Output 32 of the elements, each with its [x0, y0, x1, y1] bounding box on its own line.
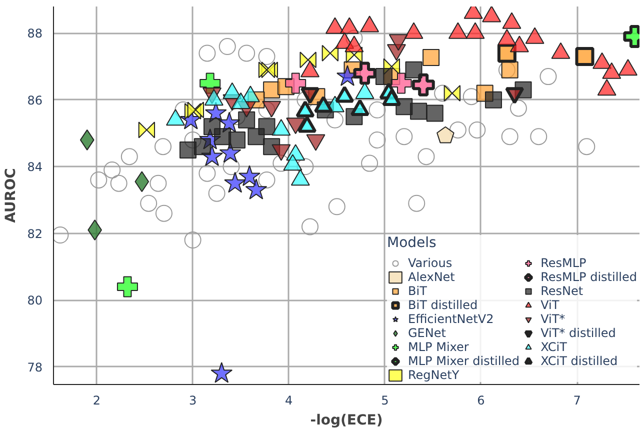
x-tick-label: 7: [573, 394, 581, 408]
x-tick-label: 4: [285, 394, 293, 408]
legend-label: ResMLP distilled: [540, 270, 637, 284]
legend-label: XCiT: [540, 340, 567, 354]
legend-label: MLP Mixer: [408, 340, 469, 354]
legend-label: ViT* distilled: [540, 326, 616, 340]
legend-label: ViT: [540, 298, 560, 312]
x-tick-label: 3: [188, 394, 197, 408]
legend-label: MLP Mixer distilled: [408, 354, 520, 368]
x-tick-label: 5: [381, 394, 389, 408]
y-tick-label: 80: [27, 294, 43, 308]
legend-label: BiT distilled: [408, 298, 478, 312]
legend-label: ViT*: [540, 312, 566, 326]
y-tick-label: 82: [27, 226, 43, 241]
y-tick-label: 84: [27, 160, 43, 174]
x-axis-title: -log(ECE): [310, 412, 383, 428]
legend-label: RegNetY: [408, 368, 460, 382]
y-tick-label: 88: [27, 26, 43, 41]
x-tick-label: 6: [477, 394, 485, 408]
y-axis-title: AUROC: [3, 168, 20, 223]
legend-label: BiT: [408, 284, 428, 298]
legend-label: EfficientNetV2: [408, 312, 494, 326]
y-tick-label: 86: [27, 93, 43, 108]
x-tick-label: 2: [92, 394, 101, 408]
legend-label: Various: [408, 256, 452, 270]
legend-label: AlexNet: [408, 270, 455, 284]
legend-label: XCiT distilled: [540, 354, 618, 368]
y-tick-label: 78: [27, 360, 43, 374]
legend-label: ResNet: [540, 284, 584, 298]
legend-title: Models: [387, 235, 438, 251]
legend-label: GENet: [408, 326, 446, 340]
legend-label: ResMLP: [540, 256, 586, 270]
